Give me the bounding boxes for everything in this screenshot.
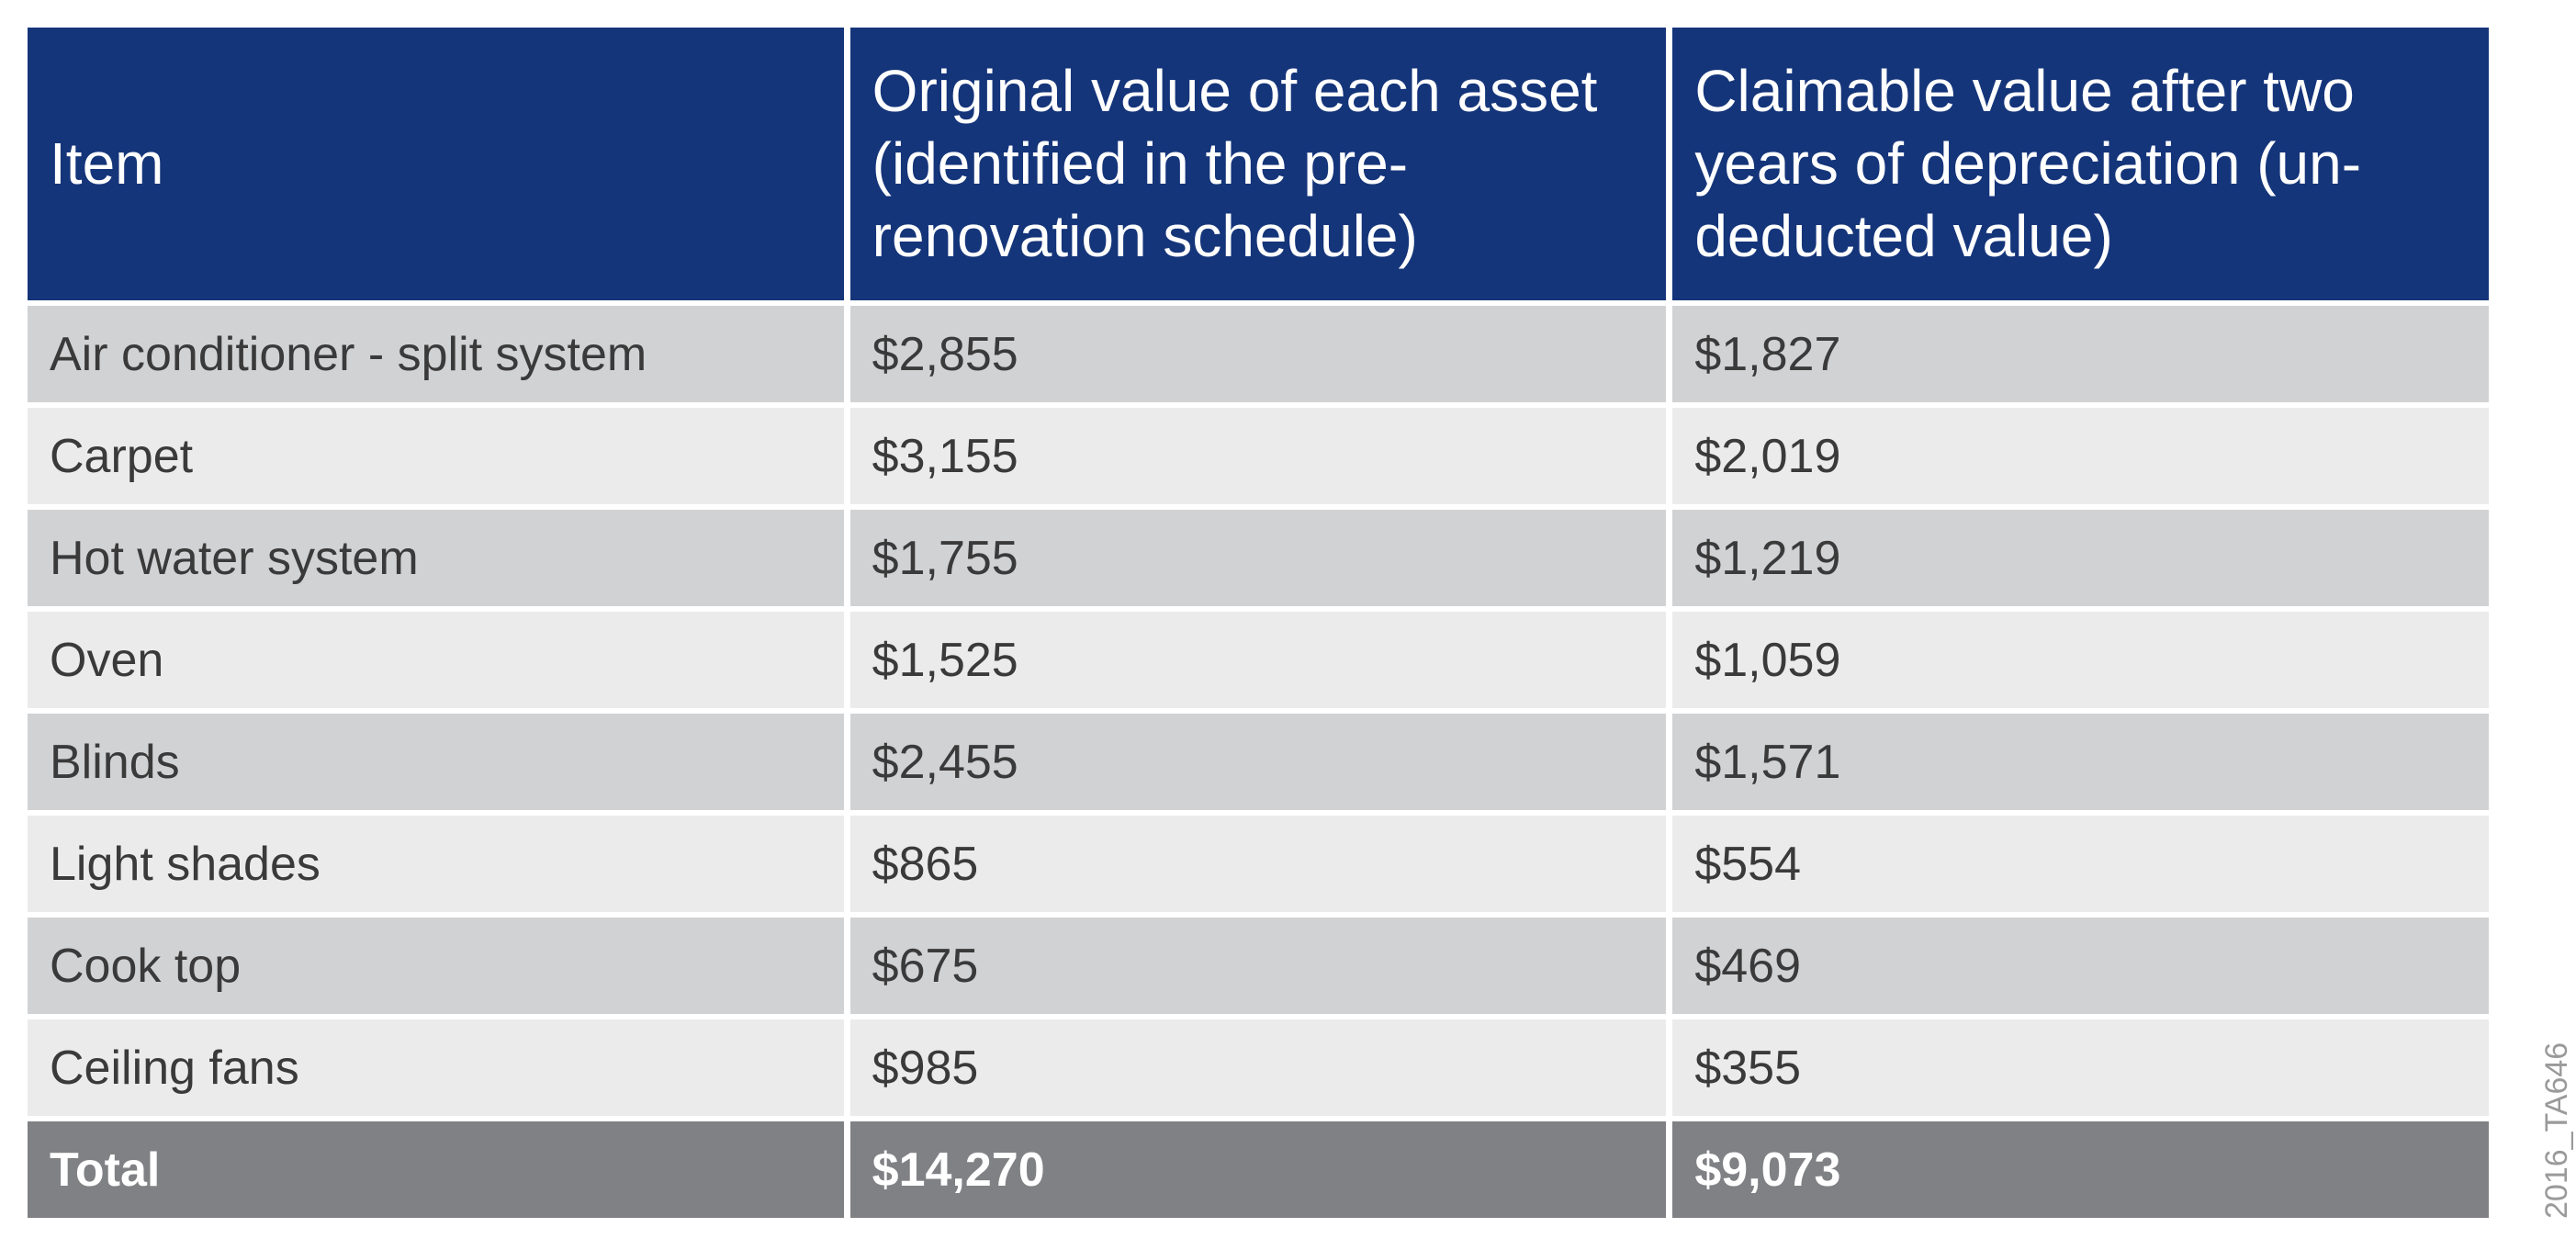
total-cell: $14,270 — [849, 1121, 1667, 1218]
table-cell: $3,155 — [849, 408, 1667, 504]
depreciation-table: Item Original value of each asset (identi… — [28, 28, 2489, 1218]
table-cell: $985 — [849, 1019, 1667, 1116]
table-cell: $1,755 — [849, 510, 1667, 606]
table-cell: $1,525 — [849, 612, 1667, 708]
header-cell: Claimable value after two years of depre… — [1672, 28, 2489, 300]
table-cell: $469 — [1672, 918, 2489, 1014]
table-cell: Hot water system — [28, 510, 844, 606]
total-cell: Total — [28, 1121, 844, 1218]
table-cell: $1,827 — [1672, 306, 2489, 402]
table-cell: $1,219 — [1672, 510, 2489, 606]
header-cell: Item — [28, 28, 844, 300]
table-cell: Light shades — [28, 816, 844, 912]
table-cell: $355 — [1672, 1019, 2489, 1116]
watermark: 2016_TA646 — [2539, 1042, 2574, 1219]
table-cell: Oven — [28, 612, 844, 708]
table-cell: $865 — [849, 816, 1667, 912]
total-cell: $9,073 — [1672, 1121, 2489, 1218]
table-cell: $2,855 — [849, 306, 1667, 402]
table-cell: $554 — [1672, 816, 2489, 912]
table-cell: $1,059 — [1672, 612, 2489, 708]
table-cell: $1,571 — [1672, 714, 2489, 810]
table-cell: Blinds — [28, 714, 844, 810]
table-cell: $2,455 — [849, 714, 1667, 810]
table-cell: Air conditioner - split system — [28, 306, 844, 402]
table-cell: Ceiling fans — [28, 1019, 844, 1116]
table-cell: $675 — [849, 918, 1667, 1014]
header-cell: Original value of each asset (identified… — [849, 28, 1667, 300]
table-cell: Carpet — [28, 408, 844, 504]
table-cell: Cook top — [28, 918, 844, 1014]
table-cell: $2,019 — [1672, 408, 2489, 504]
